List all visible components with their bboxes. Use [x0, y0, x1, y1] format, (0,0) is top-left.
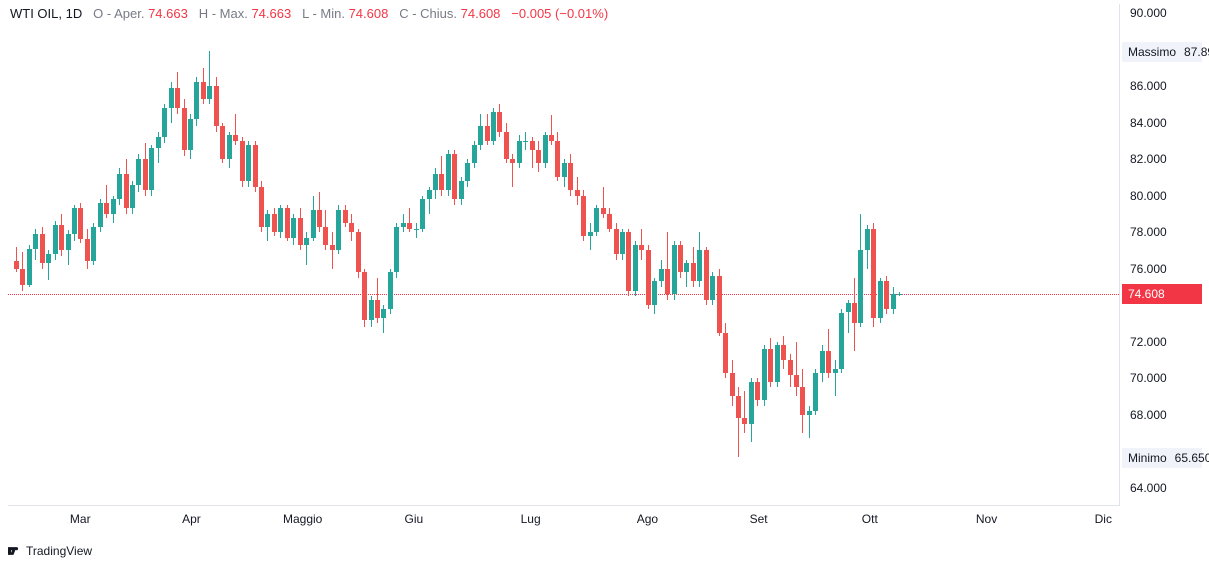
x-tick: Dic — [1095, 512, 1112, 526]
x-tick: Apr — [182, 512, 201, 526]
x-tick: Nov — [976, 512, 997, 526]
x-tick: Ago — [637, 512, 658, 526]
y-tick: 70.000 — [1122, 371, 1167, 385]
y-tick: 72.000 — [1122, 335, 1167, 349]
y-tick: 90.000 — [1122, 6, 1167, 20]
x-tick: Giu — [405, 512, 424, 526]
y-tick: 86.000 — [1122, 79, 1167, 93]
chart-container: WTI OIL, 1D O - Aper. 74.663 H - Max. 74… — [0, 0, 1209, 564]
brand-logo[interactable]: TradingView — [8, 544, 92, 558]
price-marker-max: Massimo87.895 — [1122, 42, 1202, 62]
y-tick: 64.000 — [1122, 481, 1167, 495]
x-tick: Mar — [70, 512, 91, 526]
time-axis[interactable]: Mar Apr Maggio Giu Lug Ago Set Ott Nov Dic — [8, 508, 1120, 530]
chart-plot-area[interactable] — [8, 4, 1120, 506]
current-price-line — [8, 294, 1119, 295]
x-tick: Lug — [521, 512, 541, 526]
y-tick: 68.000 — [1122, 408, 1167, 422]
brand-text: TradingView — [26, 544, 92, 558]
y-tick: 78.000 — [1122, 225, 1167, 239]
x-tick: Ott — [862, 512, 878, 526]
x-tick: Maggio — [283, 512, 322, 526]
x-tick: Set — [750, 512, 768, 526]
price-marker-cur: 74.608 — [1122, 284, 1202, 304]
tradingview-icon — [8, 544, 22, 558]
price-axis[interactable]: 90.000 86.000 84.000 82.000 80.000 78.000 76.0… — [1122, 4, 1202, 506]
price-marker-min: Minimo65.650 — [1122, 448, 1202, 468]
y-tick: 76.000 — [1122, 262, 1167, 276]
y-tick: 84.000 — [1122, 116, 1167, 130]
y-tick: 80.000 — [1122, 189, 1167, 203]
y-tick: 82.000 — [1122, 152, 1167, 166]
